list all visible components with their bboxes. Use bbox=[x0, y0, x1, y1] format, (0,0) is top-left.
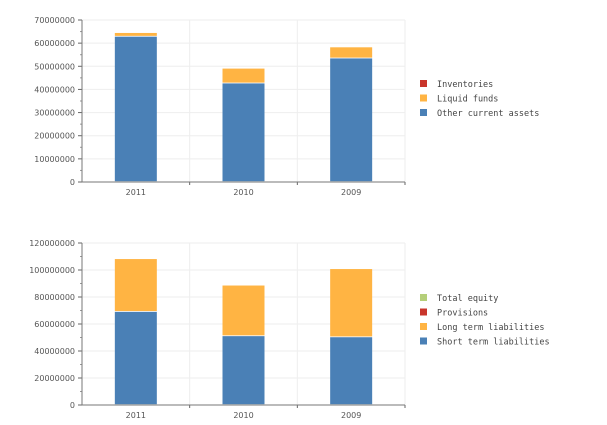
legend-swatch bbox=[420, 109, 427, 116]
y-tick-label: 60000000 bbox=[34, 39, 75, 48]
bar-long-term-liabilities-2011 bbox=[114, 259, 157, 312]
y-tick-label: 40000000 bbox=[34, 85, 75, 94]
legend-label: Provisions bbox=[437, 309, 488, 319]
bar-liquid-funds-2009 bbox=[330, 47, 373, 58]
x-tick-label: 2010 bbox=[233, 411, 253, 420]
y-tick-label: 80000000 bbox=[34, 293, 75, 302]
y-tick-label: 60000000 bbox=[34, 320, 75, 329]
legend-label: Inventories bbox=[437, 80, 493, 90]
bar-short-term-liabilities-2009 bbox=[330, 337, 373, 405]
legend-swatch bbox=[420, 337, 427, 345]
legend-swatch bbox=[420, 323, 427, 330]
bar-liquid-funds-2011 bbox=[114, 32, 157, 36]
chart-2: 0 20000000 40000000 60000000 80000000 1000000… bbox=[29, 239, 549, 420]
legend-swatch bbox=[420, 308, 427, 316]
x-tick-label: 2011 bbox=[126, 188, 146, 197]
legend-label: Other current assets bbox=[437, 109, 539, 119]
bar-short-term-liabilities-2011 bbox=[114, 311, 157, 405]
y-tick-label: 40000000 bbox=[34, 347, 75, 356]
y-tick-label: 70000000 bbox=[34, 16, 75, 25]
legend-swatch bbox=[420, 80, 427, 87]
y-tick-label: 120000000 bbox=[29, 239, 75, 248]
y-tick-label: 20000000 bbox=[34, 374, 75, 383]
y-tick-label: 50000000 bbox=[34, 62, 75, 71]
bar-long-term-liabilities-2010 bbox=[222, 285, 265, 336]
bar-other-current-assets-2010 bbox=[222, 83, 265, 182]
x-tick-label: 2009 bbox=[341, 188, 361, 197]
bar-liquid-funds-2010 bbox=[222, 68, 265, 83]
legend-label: Long term liabilities bbox=[437, 323, 544, 333]
x-tick-label: 2010 bbox=[233, 188, 253, 197]
y-tick-label: 30000000 bbox=[34, 109, 75, 118]
y-tick-label: 10000000 bbox=[34, 155, 75, 164]
bar-other-current-assets-2009 bbox=[330, 58, 373, 182]
legend-swatch bbox=[420, 94, 427, 102]
x-tick-label: 2011 bbox=[126, 411, 146, 420]
y-tick-label: 20000000 bbox=[34, 132, 75, 141]
y-tick-label: 0 bbox=[70, 178, 75, 187]
legend-label: Total equity bbox=[437, 294, 498, 304]
legend-swatch bbox=[420, 294, 427, 301]
x-tick-label: 2009 bbox=[341, 411, 361, 420]
y-tick-label: 0 bbox=[70, 401, 75, 410]
bar-other-current-assets-2011 bbox=[114, 36, 157, 182]
chart-1: 0 10000000 20000000 30000000 40000000 5000000… bbox=[34, 16, 539, 197]
y-tick-label: 100000000 bbox=[29, 266, 75, 275]
legend-label: Short term liabilities bbox=[437, 338, 550, 348]
legend-label: Liquid funds bbox=[437, 95, 498, 105]
bar-long-term-liabilities-2009 bbox=[330, 269, 373, 337]
bar-short-term-liabilities-2010 bbox=[222, 336, 265, 405]
